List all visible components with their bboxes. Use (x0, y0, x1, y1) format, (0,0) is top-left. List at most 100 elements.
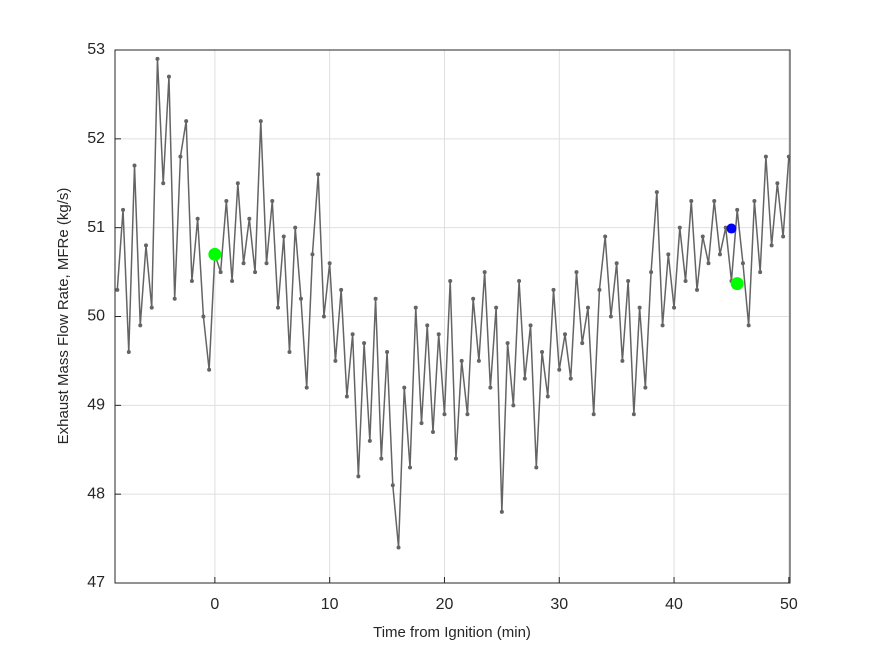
highlight-point (208, 247, 222, 261)
data-point (408, 465, 413, 470)
data-point (293, 225, 298, 230)
data-point (706, 261, 711, 266)
data-point (517, 278, 522, 283)
data-point (436, 332, 441, 337)
data-point (385, 350, 390, 355)
data-point (402, 385, 407, 390)
data-point (603, 234, 608, 239)
data-point (545, 394, 550, 399)
data-point (339, 287, 344, 292)
data-point (281, 234, 286, 239)
data-point (178, 154, 183, 159)
data-point (494, 305, 499, 310)
data-point (184, 119, 189, 124)
data-point (333, 358, 338, 363)
data-point (677, 225, 682, 230)
data-point (631, 412, 636, 417)
data-point (149, 305, 154, 310)
data-point (356, 474, 361, 479)
data-point (522, 376, 527, 381)
data-point (419, 421, 424, 426)
data-line (116, 58, 790, 548)
data-point (505, 341, 510, 346)
data-point (379, 456, 384, 461)
y-tick-label: 47 (87, 574, 105, 591)
data-point (247, 216, 252, 221)
data-point (350, 332, 355, 337)
y-tick-label: 48 (87, 485, 105, 502)
highlight-point (726, 223, 737, 234)
data-point (235, 181, 240, 186)
data-point (654, 190, 659, 195)
data-point (551, 287, 556, 292)
data-point (580, 341, 585, 346)
data-point (373, 296, 378, 301)
data-point (752, 199, 757, 204)
data-point (672, 305, 677, 310)
data-point (189, 278, 194, 283)
data-point (155, 56, 160, 61)
data-point (769, 243, 774, 248)
data-point (241, 261, 246, 266)
data-point (717, 252, 722, 257)
data-point (597, 287, 602, 292)
data-point (316, 172, 321, 177)
data-point (746, 323, 751, 328)
data-point (471, 296, 476, 301)
data-point (476, 358, 481, 363)
data-point (413, 305, 418, 310)
data-point (626, 278, 631, 283)
data-point (643, 385, 648, 390)
data-point (166, 74, 171, 79)
data-point (264, 261, 269, 266)
data-point (528, 323, 533, 328)
data-point (276, 305, 281, 310)
data-point (459, 358, 464, 363)
data-point (758, 270, 763, 275)
data-point (540, 350, 545, 355)
data-point (230, 278, 235, 283)
data-point (660, 323, 665, 328)
data-point (218, 270, 223, 275)
data-point (453, 456, 458, 461)
data-point (740, 261, 745, 266)
highlight-point (730, 277, 744, 291)
data-point (396, 545, 401, 550)
data-point (689, 199, 694, 204)
y-tick-label: 52 (87, 130, 105, 147)
data-point (390, 483, 395, 488)
data-point (786, 154, 791, 159)
data-point (310, 252, 315, 257)
data-point (321, 314, 326, 319)
data-point (126, 350, 131, 355)
data-point (608, 314, 613, 319)
x-tick-label: 30 (550, 596, 568, 613)
data-point (138, 323, 143, 328)
data-point (258, 119, 263, 124)
data-point (563, 332, 567, 337)
data-point (195, 216, 200, 221)
data-point (304, 385, 309, 390)
x-tick-label: 10 (321, 596, 339, 613)
data-point (253, 270, 258, 275)
x-tick-label: 0 (210, 596, 219, 613)
data-point (488, 385, 493, 390)
data-point (574, 270, 579, 275)
data-point (143, 243, 148, 248)
x-axis-label: Time from Ignition (min) (373, 624, 531, 641)
data-point (201, 314, 206, 319)
data-point (620, 358, 625, 363)
data-point (637, 305, 642, 310)
data-point (327, 261, 332, 266)
data-point (115, 287, 120, 292)
data-point (430, 429, 435, 434)
data-point (172, 296, 177, 301)
data-point (683, 278, 688, 283)
data-point (425, 323, 430, 328)
data-point (448, 278, 453, 283)
data-point (207, 367, 212, 372)
data-point (161, 181, 166, 186)
data-point (367, 438, 372, 443)
data-point (499, 509, 504, 514)
